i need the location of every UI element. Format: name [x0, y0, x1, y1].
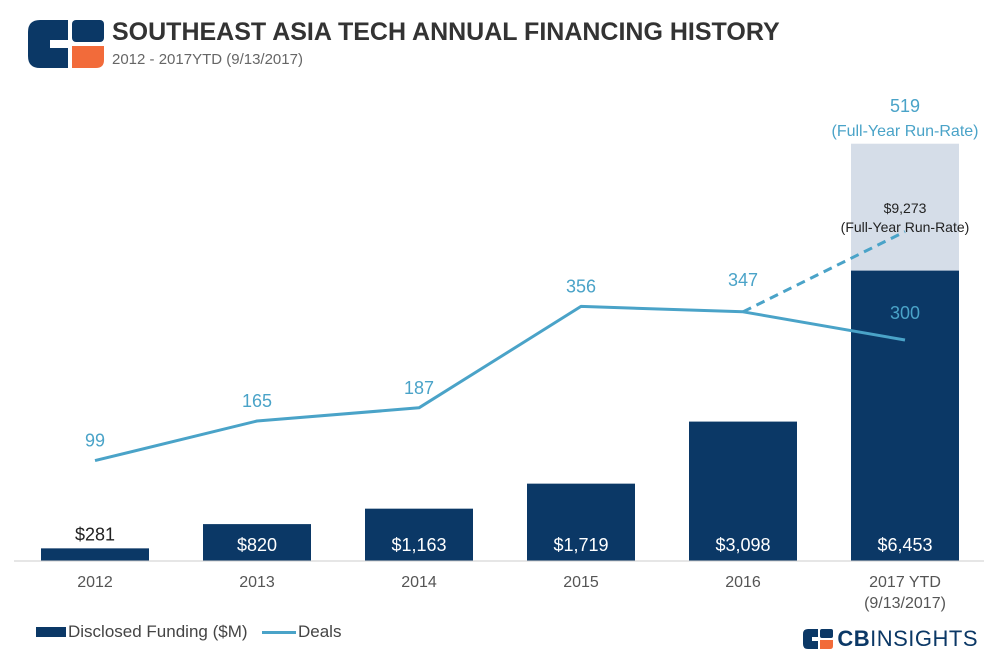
x-tick-label: 2016 — [725, 574, 761, 591]
x-tick-label: 2013 — [239, 574, 275, 591]
funding-bar — [41, 548, 149, 561]
deals-point-label: 187 — [404, 378, 434, 398]
deals-runrate-dashed-line — [742, 230, 906, 314]
funding-bar — [527, 483, 635, 561]
x-tick-label: 2017 YTD — [869, 574, 941, 591]
legend-label-funding: Disclosed Funding ($M) — [68, 622, 248, 641]
funding-bar-label: $6,453 — [877, 535, 932, 555]
brand-light: INSIGHTS — [870, 626, 978, 651]
x-tick-label: 2012 — [77, 574, 113, 591]
deals-point-label: 300 — [890, 303, 920, 323]
deals-point-label: 356 — [566, 276, 596, 296]
runrate-deals-label: 519 — [890, 96, 920, 116]
funding-bar — [365, 508, 473, 561]
deals-point-label: 347 — [728, 270, 758, 290]
funding-bar-label: $3,098 — [715, 535, 770, 555]
deals-line — [94, 304, 906, 463]
legend-swatch-line — [262, 630, 296, 634]
x-tick-sublabel: (9/13/2017) — [864, 595, 946, 612]
cb-insights-logo-icon — [28, 20, 104, 68]
runrate-deals-note: (Full-Year Run-Rate) — [831, 123, 978, 140]
legend-item-deals: Deals — [262, 622, 341, 642]
deals-point-label: 165 — [242, 391, 272, 411]
funding-bar — [851, 270, 959, 561]
runrate-funding-note: (Full-Year Run-Rate) — [841, 219, 970, 235]
funding-bar-label: $1,163 — [391, 535, 446, 555]
funding-bar — [203, 524, 311, 561]
funding-bar-label: $281 — [75, 524, 115, 544]
brand-footer: CBINSIGHTS — [803, 626, 978, 652]
brand-strong: CB — [837, 626, 871, 651]
x-tick-label: 2014 — [401, 574, 437, 591]
deals-point-label: 99 — [85, 431, 105, 451]
legend-label-deals: Deals — [298, 622, 342, 641]
funding-bar-label: $820 — [237, 535, 277, 555]
legend-item-funding: Disclosed Funding ($M) — [36, 622, 248, 642]
runrate-funding-label: $9,273 — [884, 200, 927, 216]
cb-mini-logo-icon — [803, 629, 834, 649]
legend-swatch-bar — [36, 627, 66, 637]
funding-bar — [689, 421, 797, 561]
brand-wordmark: CBINSIGHTS — [837, 626, 978, 652]
x-tick-label: 2015 — [563, 574, 599, 591]
chart-subtitle: 2012 - 2017YTD (9/13/2017) — [112, 51, 303, 68]
funding-bar-label: $1,719 — [553, 535, 608, 555]
chart-title: SOUTHEAST ASIA TECH ANNUAL FINANCING HIS… — [112, 18, 780, 46]
